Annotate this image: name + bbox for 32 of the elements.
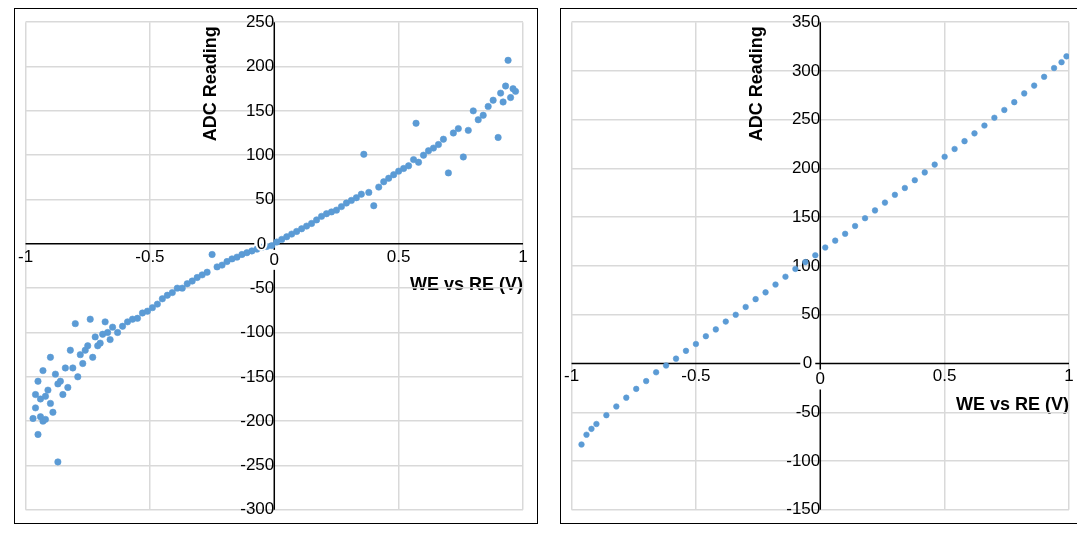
- y-tick-label: -100: [240, 322, 275, 342]
- y-tick-label: -50: [249, 277, 275, 297]
- y-tick-label: 250: [245, 11, 275, 31]
- y-tick-label: 150: [245, 100, 275, 120]
- y-tick-label: 200: [791, 158, 821, 178]
- x-tick-label: 1: [1064, 366, 1074, 386]
- y-tick-label: -150: [786, 499, 821, 519]
- x-tick-label: -1: [564, 366, 580, 386]
- y-tick-label: 100: [245, 144, 275, 164]
- y-tick-label: 50: [255, 189, 275, 209]
- x-tick-label: -0.5: [681, 366, 711, 386]
- y-tick-label: 250: [791, 109, 821, 129]
- y-tick-label: -50: [795, 401, 821, 421]
- y-tick-label: -200: [240, 410, 275, 430]
- y-tick-label: -250: [240, 455, 275, 475]
- y-axis-title: ADC Reading: [200, 26, 221, 142]
- y-tick-label: -150: [240, 366, 275, 386]
- y-tick-label: 50: [801, 304, 821, 324]
- y-tick-label: 150: [791, 206, 821, 226]
- x-axis-title: WE vs RE (V): [955, 393, 1069, 414]
- y-tick-label: 350: [791, 11, 821, 31]
- y-axis-title: ADC Reading: [746, 26, 767, 142]
- x-tick-label: -1: [18, 246, 34, 266]
- y-tick-label: -100: [786, 450, 821, 470]
- x-tick-label: 1: [518, 246, 528, 266]
- x-tick-label: 0.5: [386, 246, 411, 266]
- y-tick-label: -300: [240, 499, 275, 519]
- y-tick-label: 0: [802, 353, 813, 373]
- x-tick-label: -0.5: [135, 246, 165, 266]
- y-tick-label: 200: [245, 56, 275, 76]
- x-tick-label: 0.5: [932, 366, 957, 386]
- y-tick-label: 300: [791, 60, 821, 80]
